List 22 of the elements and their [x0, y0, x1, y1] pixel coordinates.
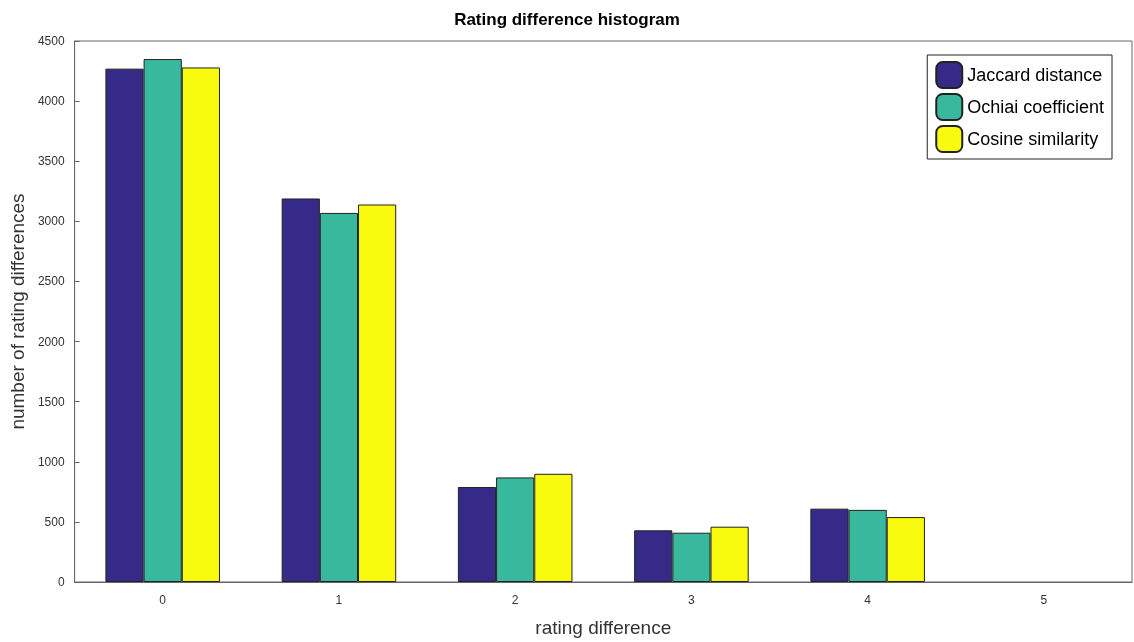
- y-tick-label: 3000: [37, 214, 65, 229]
- y-tick-label: 4000: [37, 94, 65, 109]
- legend-label: Ochiai coefficient: [967, 97, 1105, 117]
- y-tick-label: 3500: [37, 154, 65, 169]
- x-tick-label: 5: [1040, 593, 1048, 607]
- y-tick-label: 2000: [37, 334, 65, 349]
- y-tick-label: 0: [57, 575, 65, 589]
- y-tick-label: 2500: [37, 274, 65, 289]
- chart-title: Rating difference histogram: [454, 10, 680, 29]
- x-axis-title: rating difference: [535, 617, 672, 638]
- x-tick-label: 0: [159, 593, 167, 607]
- legend-label: Cosine similarity: [967, 129, 1099, 149]
- x-tick-label: 3: [688, 593, 696, 607]
- x-tick-label: 4: [864, 593, 872, 607]
- y-tick-label: 1500: [37, 394, 65, 409]
- x-tick-label: 2: [511, 593, 519, 607]
- y-tick-label: 4500: [37, 34, 65, 48]
- y-tick-label: 500: [44, 514, 65, 529]
- y-axis-title: number of rating differences: [7, 193, 28, 430]
- y-tick-label: 1000: [37, 454, 65, 469]
- legend-label: Jaccard distance: [967, 65, 1103, 85]
- x-tick-label: 1: [335, 593, 343, 607]
